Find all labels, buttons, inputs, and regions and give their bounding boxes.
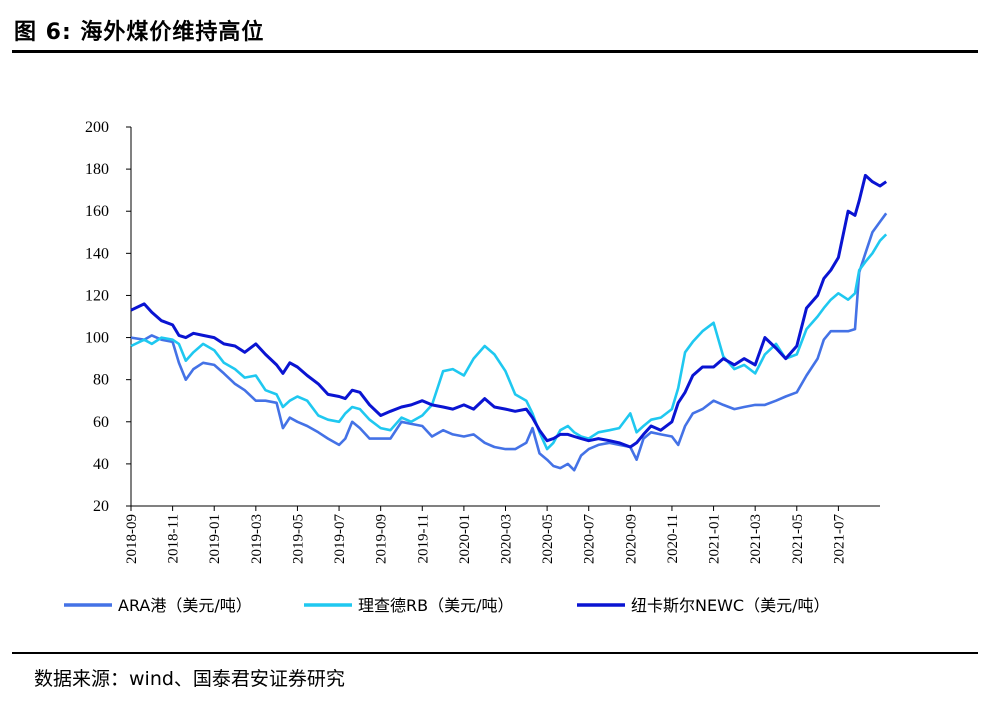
y-tick-label: 40 (93, 456, 109, 473)
source-rule (12, 652, 978, 654)
x-tick-label: 2018-09 (124, 514, 140, 564)
series-line-3 (130, 173, 888, 449)
legend-label-2: 理查德RB（美元/吨） (358, 596, 514, 615)
y-tick-label: 60 (93, 414, 109, 431)
y-tick-label: 80 (93, 372, 109, 389)
x-tick-label: 2019-11 (415, 514, 431, 563)
series-line-1 (130, 212, 888, 472)
y-tick-label: 20 (93, 498, 109, 515)
figure-title: 图 6: 海外煤价维持高位 (14, 20, 265, 45)
x-tick-label: 2019-03 (249, 514, 265, 564)
title-rule (12, 50, 978, 53)
y-tick-label: 140 (85, 245, 109, 262)
x-tick-label: 2019-05 (290, 514, 306, 564)
x-tick-label: 2020-05 (540, 514, 556, 564)
x-tick-label: 2019-01 (207, 514, 223, 564)
x-tick-label: 2018-11 (166, 514, 182, 563)
x-tick-label: 2020-03 (499, 514, 515, 564)
y-tick-label: 100 (85, 330, 109, 347)
x-tick-label: 2021-03 (748, 514, 764, 564)
x-tick-label: 2020-09 (623, 514, 639, 564)
y-tick-label: 200 (85, 119, 109, 136)
x-tick-label: 2019-07 (332, 514, 348, 564)
x-tick-label: 2020-11 (665, 514, 681, 563)
x-tick-label: 2020-07 (582, 514, 598, 564)
series-line-2 (130, 233, 888, 451)
x-tick-label: 2021-05 (790, 514, 806, 564)
y-tick-label: 120 (85, 287, 109, 304)
y-tick-label: 160 (85, 203, 109, 220)
line-chart: 20 40 60 80 100 120 140 160 180 200 2018-09 2018-11… (64, 119, 888, 615)
legend-label-3: 纽卡斯尔NEWC（美元/吨） (631, 596, 829, 615)
x-tick-label: 2019-09 (374, 514, 390, 564)
legend-label-1: ARA港（美元/吨） (118, 596, 252, 615)
x-tick-label: 2021-01 (707, 514, 723, 564)
data-source-note: 数据来源：wind、国泰君安证券研究 (34, 668, 345, 690)
x-tick-label: 2021-07 (831, 514, 847, 564)
x-tick-label: 2020-01 (457, 514, 473, 564)
y-tick-label: 180 (85, 161, 109, 178)
